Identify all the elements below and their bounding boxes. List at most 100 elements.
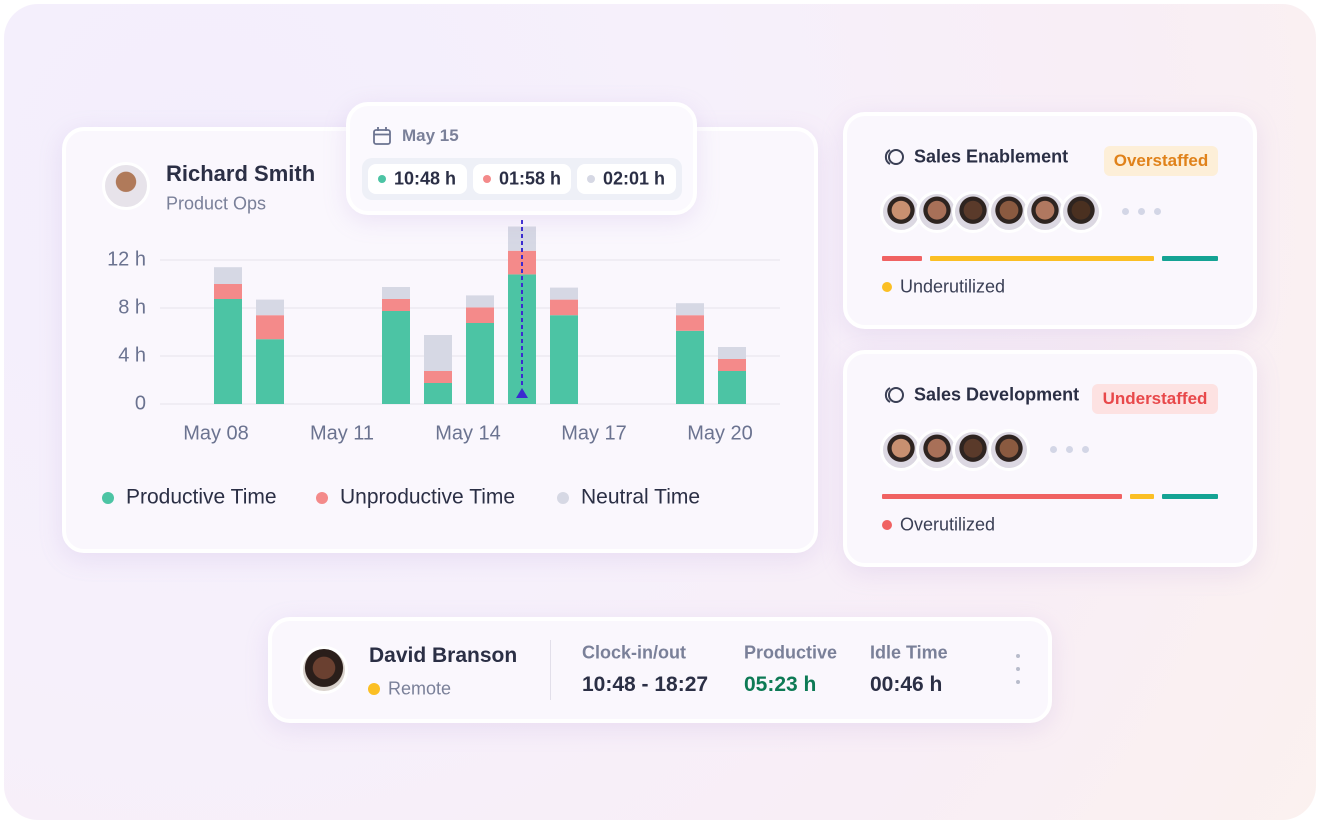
avatar xyxy=(916,191,958,233)
team-name: Sales Enablement xyxy=(914,146,1069,167)
bar-segment xyxy=(466,323,494,404)
avatar xyxy=(1024,191,1066,233)
legend-dot xyxy=(102,492,114,504)
team-status: Overutilized xyxy=(900,514,996,535)
bar-segment xyxy=(718,359,746,371)
bar-segment xyxy=(550,287,578,300)
bar-segment xyxy=(424,383,452,404)
calendar-icon xyxy=(373,127,391,145)
bar-segment xyxy=(382,287,410,299)
bar-segment xyxy=(718,371,746,404)
avatar xyxy=(952,191,994,233)
legend-label: Neutral Time xyxy=(581,486,700,509)
tooltip-value: 01:58 h xyxy=(499,168,562,189)
legend-dot xyxy=(316,492,328,504)
pill-dot xyxy=(587,175,595,183)
utilization-segment xyxy=(882,494,1122,499)
status-dot xyxy=(882,520,892,530)
bar-segment xyxy=(718,347,746,359)
field-value: 05:23 h xyxy=(744,673,817,696)
y-tick-label: 8 h xyxy=(118,296,146,318)
field-label: Productive xyxy=(744,642,838,663)
team-badge: Overstaffed xyxy=(1104,146,1218,176)
team-badge: Understaffed xyxy=(1092,384,1218,414)
more-dot xyxy=(1138,208,1145,215)
tooltip-pill: 01:58 h xyxy=(473,164,571,194)
menu-dot xyxy=(1016,667,1020,671)
more-dot xyxy=(1122,208,1129,215)
badge-text: Overstaffed xyxy=(1113,151,1209,170)
icon-ring xyxy=(888,149,904,165)
utilization-segment xyxy=(1162,494,1218,499)
bar-segment xyxy=(382,311,410,404)
bar-segment xyxy=(214,299,242,404)
bar-segment xyxy=(550,315,578,404)
tooltip-value: 02:01 h xyxy=(603,168,666,189)
bar-segment xyxy=(424,335,452,371)
tooltip-pill: 10:48 h xyxy=(368,164,467,194)
x-tick-label: May 11 xyxy=(310,422,374,444)
employee-card xyxy=(268,617,1052,723)
bar-segment xyxy=(466,307,494,323)
pill-dot xyxy=(378,175,386,183)
bar-segment xyxy=(214,284,242,299)
more-dot xyxy=(1154,208,1161,215)
status-dot xyxy=(882,282,892,292)
tooltip-pill: 02:01 h xyxy=(577,164,676,194)
more-dot xyxy=(1066,446,1073,453)
menu-button[interactable] xyxy=(1012,650,1024,690)
utilization-segment xyxy=(930,256,1154,261)
avatar xyxy=(988,429,1030,471)
team-status: Underutilized xyxy=(900,276,1006,297)
field-label: Clock-in/out xyxy=(582,642,686,663)
menu-dot xyxy=(1016,680,1020,684)
team-icon xyxy=(884,149,904,165)
employee-name: David Branson xyxy=(369,644,518,667)
tooltip: May 15 10:48 h 01:58 h 02:01 h xyxy=(346,102,697,215)
bar-segment xyxy=(676,303,704,316)
avatar xyxy=(880,191,922,233)
menu-dot xyxy=(1016,654,1020,658)
tooltip-date: May 15 xyxy=(402,126,459,145)
team-name: Sales Development xyxy=(914,384,1080,405)
field-value: 10:48 - 18:27 xyxy=(582,673,709,696)
legend-label: Unproductive Time xyxy=(340,486,515,509)
status-dot xyxy=(368,683,380,695)
x-tick-label: May 14 xyxy=(435,422,501,444)
bar-segment xyxy=(256,315,284,340)
badge-text: Understaffed xyxy=(1102,389,1208,408)
pill-dot xyxy=(483,175,491,183)
bar-segment xyxy=(550,299,578,316)
bar-segment xyxy=(382,299,410,311)
x-tick-label: May 20 xyxy=(687,422,753,444)
profile-team: Product Ops xyxy=(166,193,267,214)
bar-segment xyxy=(214,267,242,284)
icon-arc xyxy=(884,149,891,165)
avatar xyxy=(300,646,348,694)
pointer-marker xyxy=(516,388,528,398)
team-icon xyxy=(884,387,904,403)
more-dot xyxy=(1050,446,1057,453)
avatar xyxy=(1060,191,1102,233)
bar-segment xyxy=(676,330,704,404)
tooltip-value: 10:48 h xyxy=(394,168,457,189)
avatar xyxy=(102,162,150,210)
x-tick-label: May 17 xyxy=(561,422,627,444)
bar-segment xyxy=(466,295,494,308)
legend-label: Productive Time xyxy=(126,486,277,509)
y-tick-label: 0 xyxy=(135,392,146,414)
utilization-segment xyxy=(1162,256,1218,261)
x-tick-label: May 08 xyxy=(183,422,249,444)
utilization-segment xyxy=(882,256,922,261)
profile-name: Richard Smith xyxy=(166,161,316,186)
y-tick-label: 4 h xyxy=(118,344,146,366)
utilization-segment xyxy=(1130,494,1154,499)
more-dot xyxy=(1082,446,1089,453)
employee-location: Remote xyxy=(388,678,452,699)
legend-dot xyxy=(557,492,569,504)
bar-segment xyxy=(256,339,284,404)
divider xyxy=(550,640,551,700)
